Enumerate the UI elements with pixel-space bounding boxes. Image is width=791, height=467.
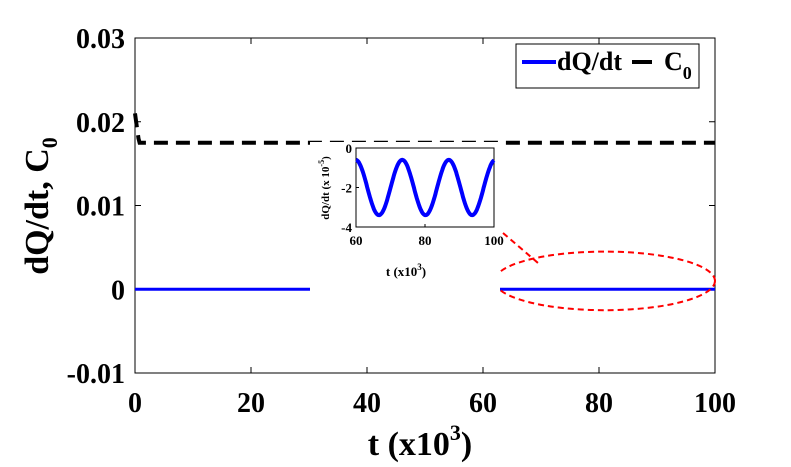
legend-c0-text: C	[664, 47, 683, 76]
main-x-tick-label: 60	[469, 388, 497, 419]
zoom-region-ellipse	[493, 250, 716, 312]
main-y-tick-label: 0.03	[76, 24, 125, 55]
inset-x-axis-label-text: t (x10	[386, 264, 417, 279]
legend: dQ/dt C0	[515, 43, 700, 89]
main-x-tick-label: 100	[694, 388, 736, 419]
inset-y-tick-labels: -4 -2 0	[341, 141, 352, 235]
main-x-tick-label: 0	[128, 388, 142, 419]
main-y-tick-label: 0.02	[76, 108, 125, 139]
legend-c0-subscript: 0	[683, 63, 692, 83]
x-axis-label-superscript: 3	[450, 420, 461, 445]
inset-series-dqdt-line	[355, 157, 496, 218]
inset-y-tick-label: 0	[346, 141, 353, 156]
inset-x-axis-label-close: )	[422, 264, 426, 279]
inset-y-axis-label-text: dQ/dt (x 10	[320, 166, 332, 220]
main-x-tick-label: 80	[585, 388, 613, 419]
series-c0-line	[133, 113, 715, 145]
inset-y-axis-label-close: )	[320, 156, 332, 160]
zoom-connector-line	[502, 232, 539, 264]
main-x-tick-labels: 0 20 40 60 80 100	[128, 388, 736, 419]
legend-c0-label: C0	[664, 47, 692, 83]
y-axis-label-text: dQ/dt, C	[19, 148, 56, 275]
legend-dqdt-label: dQ/dt	[557, 47, 622, 76]
inset-x-tick-label: 100	[484, 233, 504, 248]
main-y-tick-label: 0.01	[76, 192, 125, 223]
y-axis-label-subscript: 0	[37, 137, 62, 148]
inset-y-axis-label: dQ/dt (x 10-5)	[317, 156, 332, 220]
y-axis-label: dQ/dt, C0	[19, 137, 62, 275]
x-axis-label-text: t (x10	[368, 426, 450, 463]
inset-y-tick-label: -2	[341, 181, 352, 196]
inset-y-axis-label-superscript: -5	[317, 160, 326, 167]
main-y-tick-labels: -0.01 0 0.01 0.02 0.03	[67, 24, 125, 390]
inset-x-tick-label: 80	[419, 233, 432, 248]
main-y-tick-label: -0.01	[67, 359, 125, 390]
inset-x-axis-label-superscript: 3	[417, 262, 422, 272]
inset-y-tick-label: -4	[341, 220, 352, 235]
x-axis-label: t (x103)	[368, 420, 472, 463]
main-y-tick-label: 0	[111, 275, 125, 306]
legend-box	[515, 43, 700, 89]
inset-x-tick-labels: 60 80 100	[350, 233, 504, 248]
inset-chart: 60 80 100 -4 -2 0 t (x103) dQ/dt (x 10-5)	[310, 141, 504, 292]
main-x-tick-label: 40	[353, 388, 381, 419]
x-axis-label-close: )	[461, 426, 472, 463]
main-x-tick-label: 20	[237, 388, 265, 419]
inset-x-axis-label: t (x103)	[386, 262, 426, 279]
inset-tick-marks	[355, 147, 495, 228]
inset-x-tick-label: 60	[350, 233, 363, 248]
